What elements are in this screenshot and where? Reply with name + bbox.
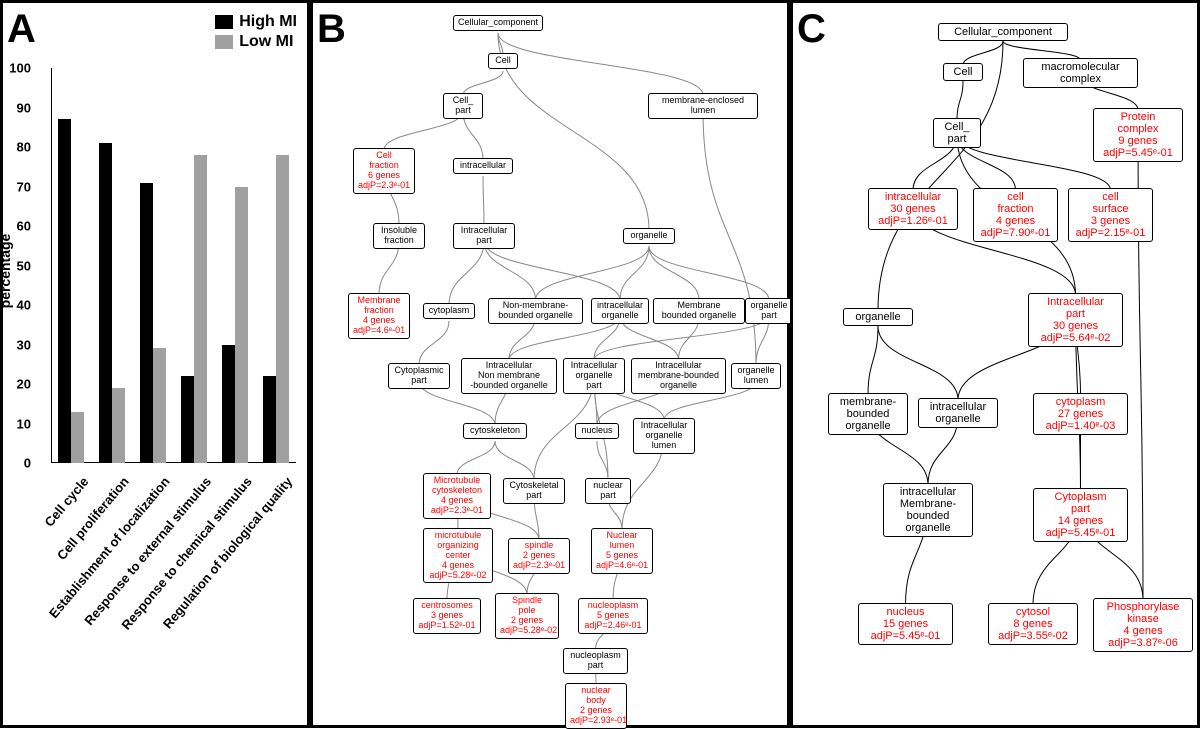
tree-node: Proteincomplex9 genesadjP=5.45ᵉ-01 (1093, 108, 1183, 162)
y-tick: 40 (17, 298, 31, 313)
bar (222, 345, 235, 464)
tree-node: Intracellularorganellepart (563, 358, 625, 394)
bar-group (181, 155, 207, 463)
tree-node: Cellular_component (453, 15, 543, 31)
tree-node: spindle2 genesadjP=2.3ᵉ-01 (508, 538, 570, 574)
bar-group (99, 143, 125, 463)
tree-node: cellsurface3 genesadjP=2.15ᵉ-01 (1068, 188, 1153, 242)
bar (263, 376, 276, 463)
tree-node: cytoskeleton (463, 423, 527, 439)
tree-node: intracellularorganelle (591, 298, 649, 324)
tree-node: nucleoplasm5 genesadjP=2.46ᵉ-01 (578, 598, 648, 634)
legend-item: High MI (215, 13, 297, 31)
tree-node: intracellularorganelle (918, 398, 998, 428)
tree-node: nuclearbody2 genesadjP=2.93ᵉ-01 (565, 683, 627, 729)
tree-node: nucleus15 genesadjP=5.45ᵉ-01 (858, 603, 953, 645)
bar-group (58, 119, 84, 463)
tree-node: Cell_part (933, 118, 981, 148)
y-tick: 50 (17, 258, 31, 273)
y-tick: 70 (17, 179, 31, 194)
tree-node: IntracellularNon membrane-bounded organe… (461, 358, 557, 394)
legend-item: Low MI (215, 33, 297, 51)
x-axis-labels: Cell cycleCell proliferationEstablishmen… (51, 468, 296, 718)
tree-node: organellelumen (731, 363, 781, 389)
panel-c: C Cellular_componentCellmacromolecularco… (790, 0, 1200, 728)
tree-node: cytosol8 genesadjP=3.55ᵉ-02 (988, 603, 1078, 645)
bar (181, 376, 194, 463)
bar (140, 183, 153, 463)
legend-swatch-high (215, 15, 233, 29)
tree-node: nucleus (575, 423, 619, 439)
tree-node: Cell_part (443, 93, 483, 119)
tree-node: Intracellularorganellelumen (633, 418, 695, 454)
tree-node: nucleoplasmpart (563, 648, 628, 674)
panel-a: A High MI Low MI percentage 0 10 20 30 40 50 6… (0, 0, 310, 728)
tree-node: cytoplasm27 genesadjP=1.40ᵉ-03 (1033, 393, 1128, 435)
tree-node: Nuclearlumen5 genesadjP=4.6ᵉ-01 (591, 528, 653, 574)
tree-node: Cytoplasmpart14 genesadjP=5.45ᵉ-01 (1033, 488, 1128, 542)
chart-area (51, 68, 296, 463)
tree-node: microtubuleorganizingcenter4 genesadjP=5… (423, 528, 493, 583)
tree-node: Non-membrane-bounded organelle (488, 298, 583, 324)
legend-swatch-low (215, 35, 233, 49)
legend-label-low: Low MI (239, 33, 293, 51)
legend-label-high: High MI (239, 13, 297, 31)
y-tick: 30 (17, 337, 31, 352)
y-tick: 0 (24, 456, 31, 471)
y-axis-label: percentage (0, 234, 13, 309)
y-tick: 80 (17, 140, 31, 155)
bar (194, 155, 207, 463)
tree-node: Cell (943, 63, 983, 81)
bar (276, 155, 289, 463)
tree-node: organellepart (745, 298, 793, 324)
tree-node: Cytoplasmicpart (388, 363, 450, 389)
x-label: Cell proliferation (54, 474, 132, 563)
tree-node: Cellfraction6 genesadjP=2.3ᵉ-01 (353, 148, 415, 194)
y-tick: 20 (17, 377, 31, 392)
tree-node: cytoplasm (423, 303, 475, 319)
tree-node: centrosomes3 genesadjP=1.52ᵉ-01 (413, 598, 481, 634)
tree-node: Cellular_component (938, 23, 1068, 41)
tree-node: intracellular30 genesadjP=1.26ᵉ-01 (868, 188, 958, 230)
tree-node: membrane-enclosedlumen (648, 93, 758, 119)
y-tick: 90 (17, 100, 31, 115)
tree-node: Spindlepole2 genesadjP=5.28ᵉ-02 (495, 593, 559, 639)
tree-node: organelle (843, 308, 913, 326)
bar-group (140, 183, 166, 463)
tree-node: intracellular (453, 158, 513, 174)
panel-a-label: A (7, 7, 36, 52)
tree-node: Cell (488, 53, 518, 69)
y-tick: 10 (17, 416, 31, 431)
bar (58, 119, 71, 463)
legend: High MI Low MI (215, 13, 297, 53)
bar (235, 187, 248, 464)
tree-node: Insolublefraction (373, 223, 425, 249)
tree-node: Membranefraction4 genesadjP=4.6ᵉ-01 (348, 293, 410, 339)
bar (112, 388, 125, 463)
tree-node: Phosphorylasekinase4 genesadjP=3.87ᵉ-06 (1093, 598, 1193, 652)
tree-node: Intracellularpart (453, 223, 515, 249)
figure: A High MI Low MI percentage 0 10 20 30 40 50 6… (0, 0, 1200, 728)
panel-b: B Cellular_componentCellCell_partmembran… (310, 0, 790, 728)
bar (153, 348, 166, 463)
tree-node: membrane-boundedorganelle (828, 393, 908, 435)
bar (99, 143, 112, 463)
tree-node: Membranebounded organelle (653, 298, 745, 324)
bars-container (51, 68, 296, 463)
tree-node: nuclearpart (585, 478, 631, 504)
bar (71, 412, 84, 463)
tree-node: organelle (623, 228, 675, 244)
bar-group (222, 187, 248, 464)
tree-node: intracellularMembrane-boundedorganelle (883, 483, 973, 537)
tree-node: Intracellularpart30 genesadjP=5.64ᵉ-02 (1028, 293, 1123, 347)
tree-node: Cytoskeletalpart (503, 478, 565, 504)
y-tick: 60 (17, 219, 31, 234)
tree-node: macromolecularcomplex (1023, 58, 1138, 88)
y-tick: 100 (9, 61, 31, 76)
tree-node: Intracellularmembrane-boundedorganelle (631, 358, 726, 394)
tree-node: cellfraction4 genesadjP=7.90ᵉ-01 (973, 188, 1058, 242)
bar-group (263, 155, 289, 463)
tree-node: Microtubulecytoskeleton4 genesadjP=2.3ᵉ-… (423, 473, 491, 519)
